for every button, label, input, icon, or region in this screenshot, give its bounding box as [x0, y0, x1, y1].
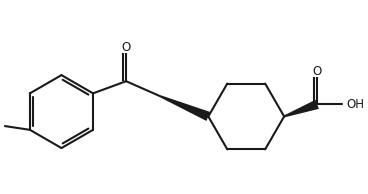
- Text: OH: OH: [346, 98, 364, 111]
- Text: O: O: [121, 41, 131, 54]
- Polygon shape: [284, 100, 319, 117]
- Polygon shape: [159, 95, 210, 121]
- Text: O: O: [312, 65, 322, 78]
